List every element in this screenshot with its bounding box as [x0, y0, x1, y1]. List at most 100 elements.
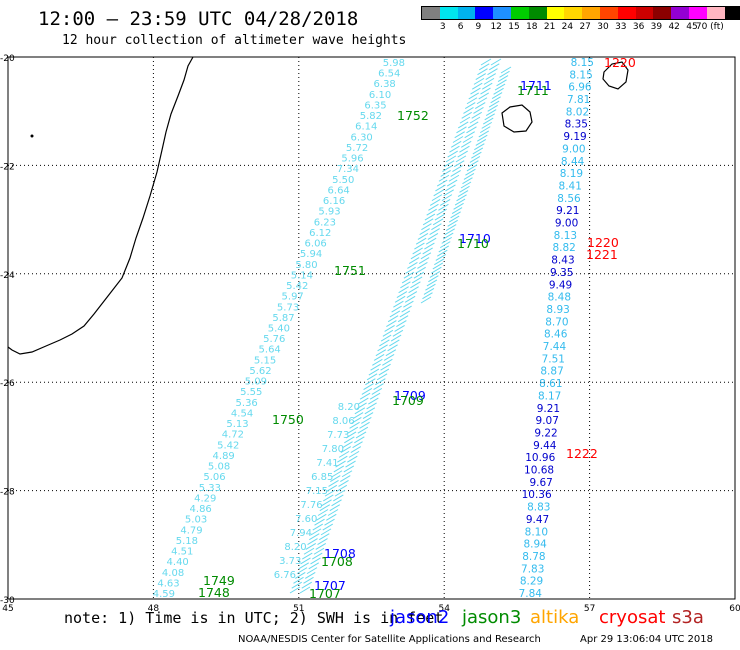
- swath-mark: [345, 431, 357, 439]
- legend-s3a: s3a: [672, 607, 704, 628]
- swath-mark: [454, 198, 466, 206]
- reunion-island: [501, 104, 533, 133]
- swath-mark: [445, 224, 457, 232]
- colorbar-swatch: [439, 7, 458, 19]
- swath-mark: [372, 358, 383, 366]
- wave-height-value: 6.76: [274, 570, 296, 581]
- wave-height-value: 5.40: [268, 324, 290, 335]
- colorbar-swatch: [599, 7, 618, 19]
- swath-mark: [418, 257, 430, 265]
- swath-mark: [390, 334, 402, 342]
- swath-mark: [355, 431, 367, 439]
- swath-mark: [412, 247, 423, 255]
- swath-mark: [420, 296, 432, 304]
- swath-mark: [352, 441, 363, 449]
- pass-time-label: 1748: [198, 585, 230, 600]
- swath-mark: [293, 576, 304, 584]
- wave-height-value: 7.41: [316, 458, 338, 469]
- swath-mark: [442, 165, 453, 172]
- pass-time-label: 1711: [517, 83, 549, 98]
- wave-height-value: 4.79: [180, 525, 202, 536]
- swath-mark: [341, 470, 353, 478]
- colorbar-label: 15: [508, 22, 520, 32]
- swath-mark: [471, 151, 482, 159]
- colorbar-swatch: [493, 7, 511, 19]
- wave-height-value: 4.89: [213, 451, 235, 462]
- swath-mark: [450, 140, 462, 148]
- track-a-wave-values: 5.986.546.386.106.355.826.146.305.725.96…: [153, 58, 405, 600]
- swath-mark: [389, 310, 401, 318]
- wave-height-value: 5.06: [203, 472, 225, 483]
- swath-mark: [485, 109, 497, 117]
- swath-mark: [351, 417, 362, 424]
- wave-height-value: 8.61: [539, 378, 562, 390]
- swath-mark: [319, 504, 331, 512]
- swath-mark: [451, 207, 463, 214]
- swath-mark: [457, 190, 469, 197]
- swath-mark: [410, 281, 421, 289]
- wave-height-value: 9.19: [563, 131, 586, 143]
- colorbar-label: 3: [439, 22, 446, 32]
- wave-height-value: 4.51: [171, 547, 193, 558]
- swath-mark: [383, 354, 395, 361]
- swath-mark: [401, 305, 412, 313]
- swath-mark: [340, 446, 352, 453]
- swath-mark: [435, 253, 447, 261]
- swath-mark: [301, 581, 313, 589]
- swath-mark: [337, 455, 348, 463]
- swath-mark: [440, 169, 451, 177]
- wave-height-value: 5.36: [236, 398, 258, 409]
- swath-mark: [336, 484, 348, 492]
- wave-height-value: 9.00: [555, 218, 578, 230]
- swath-mark: [421, 223, 432, 231]
- swath-mark: [382, 358, 393, 366]
- swath-mark: [319, 533, 330, 541]
- wave-height-value: 9.35: [550, 267, 573, 279]
- colorbar-swatch: [582, 7, 600, 19]
- swath-mark: [322, 523, 334, 531]
- wave-height-value: 6.16: [323, 196, 345, 207]
- legend-jason2: jason2: [390, 607, 450, 628]
- swath-mark: [476, 97, 488, 105]
- swath-mark: [478, 92, 489, 100]
- swath-mark: [361, 417, 372, 424]
- swath-mark: [446, 179, 458, 187]
- pass-time-label: 1708: [324, 546, 356, 561]
- colorbar-label: 6: [457, 22, 464, 32]
- wave-height-value: 7.15: [306, 486, 328, 497]
- swath-mark: [326, 513, 337, 521]
- swath-mark: [404, 295, 416, 303]
- wave-height-value: 9.49: [549, 279, 572, 291]
- swath-mark: [454, 131, 465, 139]
- swath-mark: [439, 199, 451, 206]
- swath-mark: [387, 315, 399, 323]
- swath-mark: [345, 460, 356, 468]
- swath-mark: [380, 334, 392, 342]
- wave-height-value: 7.51: [542, 353, 565, 365]
- lat-tick-label: -30: [0, 596, 15, 606]
- swath-mark: [444, 228, 455, 236]
- swath-mark: [463, 173, 475, 180]
- wave-height-value: 10.96: [525, 452, 555, 464]
- swath-mark: [434, 258, 445, 266]
- swath-mark: [432, 218, 444, 226]
- wave-height-value: 9.67: [529, 477, 552, 489]
- swath-mark: [423, 288, 435, 295]
- swath-mark: [470, 87, 481, 95]
- swath-mark: [477, 134, 488, 142]
- wave-height-value: 6.54: [378, 69, 400, 80]
- swath-mark: [441, 194, 453, 202]
- swath-mark: [437, 249, 448, 257]
- swath-mark: [366, 373, 378, 381]
- wave-height-value: 6.23: [314, 217, 336, 228]
- swath-mark: [396, 320, 407, 328]
- swath-mark: [480, 58, 492, 66]
- swath-mark: [340, 475, 351, 483]
- swath-mark: [368, 368, 380, 376]
- swath-mark: [324, 518, 335, 526]
- swath-mark: [500, 66, 512, 74]
- jason-swath-marks: [289, 58, 512, 594]
- wave-height-value: 8.93: [546, 304, 569, 316]
- wave-height-value: 10.68: [524, 465, 554, 477]
